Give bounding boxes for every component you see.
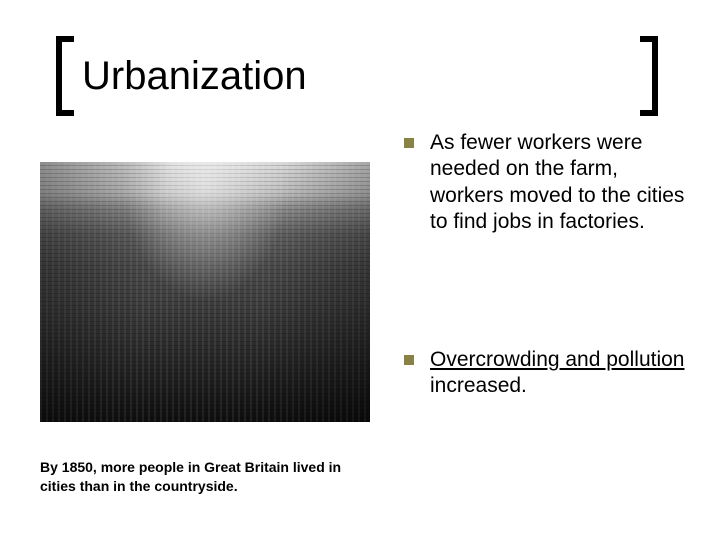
list-item: Overcrowding and pollution increased. bbox=[404, 347, 690, 400]
bullet-square-icon bbox=[404, 355, 414, 365]
bracket-right-icon bbox=[640, 36, 658, 116]
bracket-right-wrap bbox=[640, 36, 658, 116]
slide-title-wrap: Urbanization bbox=[56, 36, 315, 116]
bullet-list: As fewer workers were needed on the farm… bbox=[404, 130, 690, 400]
list-item: As fewer workers were needed on the farm… bbox=[404, 130, 690, 235]
bullet-square-icon bbox=[404, 138, 414, 148]
bullet-text-2-rest: increased. bbox=[430, 374, 527, 397]
bracket-left-icon bbox=[56, 36, 74, 116]
bullet-text-2: Overcrowding and pollution increased. bbox=[430, 347, 690, 400]
image-caption: By 1850, more people in Great Britain li… bbox=[40, 458, 380, 496]
underlined-term: Overcrowding and pollution bbox=[430, 348, 684, 371]
bullet-text-1: As fewer workers were needed on the farm… bbox=[430, 130, 690, 235]
slide-title: Urbanization bbox=[74, 54, 315, 99]
street-photo-image bbox=[40, 162, 370, 422]
